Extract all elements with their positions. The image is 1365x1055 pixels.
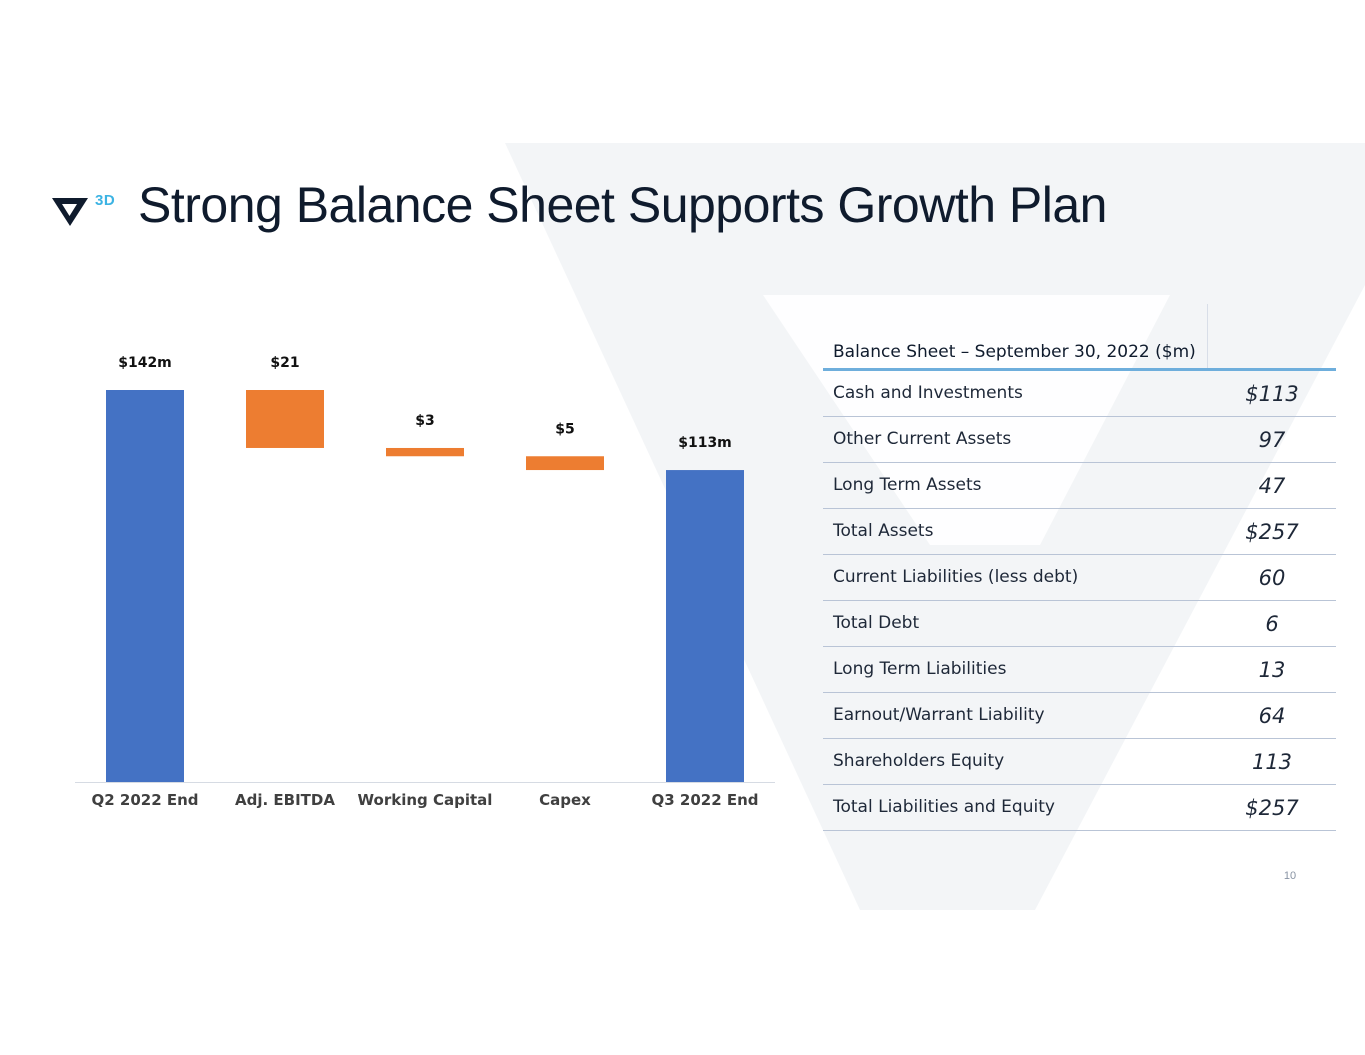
data-label: $5 <box>555 421 574 437</box>
row-label: Total Liabilities and Equity <box>833 797 1055 817</box>
table-row: Total Debt 6 <box>823 601 1336 647</box>
company-logo-icon <box>52 198 88 226</box>
bar-decrease <box>526 456 604 471</box>
row-label: Cash and Investments <box>833 383 1023 403</box>
row-value: $257 <box>1245 796 1299 820</box>
x-tick-label: Capex <box>539 791 591 809</box>
bar-total <box>106 390 184 782</box>
bar-total <box>666 470 744 782</box>
header-divider <box>1207 304 1208 368</box>
row-value: 113 <box>1251 750 1293 774</box>
row-value: $257 <box>1245 520 1299 544</box>
row-label: Total Assets <box>833 521 934 541</box>
table-header: Balance Sheet – September 30, 2022 ($m) <box>823 304 1336 371</box>
row-label: Long Term Assets <box>833 475 982 495</box>
table-row: Current Liabilities (less debt) 60 <box>823 555 1336 601</box>
x-tick-label: Q3 2022 End <box>651 791 758 809</box>
cash-waterfall-chart: $142m $21 $3 $5 $113m Q2 2022 End Adj. EBITDA… <box>75 355 775 809</box>
row-value: $113 <box>1245 382 1299 406</box>
balance-sheet-table: Balance Sheet – September 30, 2022 ($m) … <box>823 304 1336 831</box>
row-label: Total Debt <box>833 613 920 633</box>
table-row: Long Term Assets 47 <box>823 463 1336 509</box>
table-row: Shareholders Equity 113 <box>823 739 1336 785</box>
x-tick-label: Q2 2022 End <box>91 791 198 809</box>
table-row: Other Current Assets 97 <box>823 417 1336 463</box>
row-value: 64 <box>1258 704 1286 728</box>
table-row: Total Assets $257 <box>823 509 1336 555</box>
row-label: Shareholders Equity <box>833 751 1005 771</box>
table-row: Total Liabilities and Equity $257 <box>823 785 1336 831</box>
table-row: Cash and Investments $113 <box>823 371 1336 417</box>
row-value: 13 <box>1258 658 1286 682</box>
table-row: Long Term Liabilities 13 <box>823 647 1336 693</box>
table-row: Earnout/Warrant Liability 64 <box>823 693 1336 739</box>
data-label: $142m <box>118 355 172 371</box>
data-label: $113m <box>678 435 732 451</box>
row-label: Current Liabilities (less debt) <box>833 567 1079 587</box>
row-label: Other Current Assets <box>833 429 1012 449</box>
row-value: 47 <box>1258 474 1286 498</box>
row-label: Earnout/Warrant Liability <box>833 705 1045 725</box>
data-label: $3 <box>415 413 434 429</box>
row-value: 97 <box>1258 428 1286 452</box>
page-title: Strong Balance Sheet Supports Growth Pla… <box>138 177 1107 233</box>
x-tick-label: Working Capital <box>358 791 493 809</box>
x-tick-label: Adj. EBITDA <box>235 791 335 809</box>
row-label: Long Term Liabilities <box>833 659 1007 679</box>
row-value: 60 <box>1258 566 1286 590</box>
row-value: 6 <box>1265 612 1279 636</box>
logo-badge: 3D <box>95 192 116 209</box>
page-number: 10 <box>1283 870 1297 882</box>
table-header-title: Balance Sheet – September 30, 2022 ($m) <box>833 342 1196 362</box>
bar-decrease <box>246 390 324 448</box>
bar-decrease <box>386 447 464 457</box>
data-label: $21 <box>270 355 299 371</box>
